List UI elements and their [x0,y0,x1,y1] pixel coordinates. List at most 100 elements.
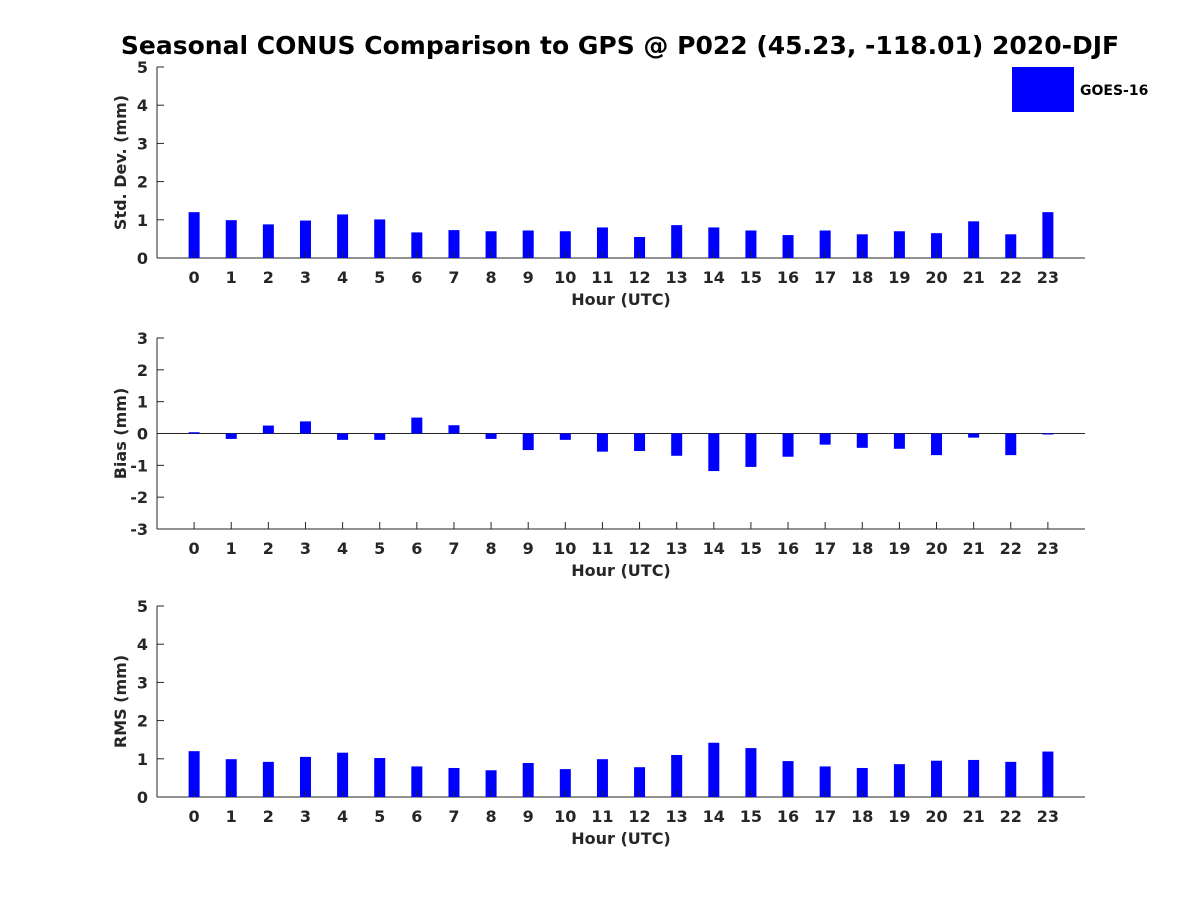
x-tick-label: 7 [448,268,459,287]
bar-hour-15 [745,230,757,258]
bar-hour-16 [782,761,794,797]
x-tick-label: 5 [374,807,385,826]
bar-hour-13 [671,225,683,258]
bar-hour-7 [448,230,460,258]
bar-hour-10 [559,433,571,440]
x-tick-label: 11 [591,539,613,558]
bar-hour-2 [262,224,274,258]
bar-hour-16 [782,433,794,457]
bar-hour-1 [225,433,237,439]
x-axis-label: Hour (UTC) [571,290,671,309]
x-tick-label: 23 [1037,268,1059,287]
bar-hour-17 [819,433,831,445]
x-tick-label: 17 [814,807,836,826]
bar-hour-9 [522,433,534,451]
x-tick-label: 5 [374,268,385,287]
legend-swatch-goes-16 [1012,67,1074,112]
x-tick-label: 20 [925,807,947,826]
x-tick-label: 10 [554,807,576,826]
x-tick-label: 15 [740,539,762,558]
x-tick-label: 10 [554,539,576,558]
x-tick-label: 8 [486,268,497,287]
bar-hour-6 [411,417,423,434]
x-tick-label: 12 [628,268,650,287]
x-tick-label: 13 [666,807,688,826]
bar-hour-4 [337,433,349,440]
bar-hour-7 [448,425,460,434]
bar-hour-14 [708,433,720,472]
x-tick-label: 19 [888,268,910,287]
bar-hour-10 [559,769,571,797]
x-tick-label: 7 [448,539,459,558]
bar-hour-2 [262,425,274,434]
bar-hour-4 [337,752,349,797]
bar-hour-9 [522,763,534,797]
x-tick-label: 22 [1000,539,1022,558]
x-tick-label: 15 [740,268,762,287]
x-tick-label: 14 [703,807,725,826]
x-tick-label: 6 [411,539,422,558]
bar-hour-0 [188,432,200,434]
x-tick-label: 6 [411,268,422,287]
bar-hour-5 [374,433,386,440]
bar-hour-23 [1042,751,1054,797]
bar-hour-1 [225,220,237,258]
x-tick-label: 7 [448,807,459,826]
x-tick-label: 23 [1037,807,1059,826]
bar-hour-0 [188,212,200,258]
legend-label: GOES-16 [1080,83,1148,99]
x-tick-label: 21 [963,807,985,826]
y-axis-label: Bias (mm) [111,388,130,480]
x-tick-label: 4 [337,268,348,287]
y-tick-label: 1 [137,393,148,412]
bar-hour-8 [485,433,497,439]
y-tick-label: 2 [137,361,148,380]
x-tick-label: 14 [703,268,725,287]
y-axis-label: RMS (mm) [111,655,130,748]
y-tick-label: 1 [137,211,148,230]
x-tick-label: 20 [925,539,947,558]
x-tick-label: 15 [740,807,762,826]
y-tick-label: 5 [137,597,148,616]
x-tick-label: 13 [666,539,688,558]
x-tick-label: 11 [591,807,613,826]
x-tick-label: 8 [486,539,497,558]
x-tick-label: 1 [226,539,237,558]
bar-hour-15 [745,748,757,797]
x-tick-label: 18 [851,807,873,826]
bar-hour-3 [299,220,311,258]
x-tick-label: 2 [263,807,274,826]
x-tick-label: 16 [777,268,799,287]
y-tick-label: -1 [130,456,148,475]
bar-hour-19 [893,231,905,258]
bar-hour-7 [448,767,460,797]
bar-hour-11 [596,227,608,258]
bar-hour-14 [708,742,720,797]
bar-hour-19 [893,764,905,797]
x-tick-label: 0 [189,539,200,558]
bar-hour-22 [1005,234,1017,258]
bar-hour-1 [225,759,237,797]
x-tick-label: 23 [1037,539,1059,558]
bar-hour-3 [299,756,311,797]
x-tick-label: 20 [925,268,947,287]
x-tick-label: 3 [300,539,311,558]
x-tick-label: 4 [337,807,348,826]
x-tick-label: 21 [963,539,985,558]
y-tick-label: 5 [137,58,148,77]
x-tick-label: 16 [777,807,799,826]
bar-hour-13 [671,754,683,797]
bar-hour-5 [374,758,386,797]
bar-hour-23 [1042,212,1054,258]
x-tick-label: 19 [888,539,910,558]
bar-hour-12 [634,767,646,797]
y-tick-label: 0 [137,249,148,268]
x-tick-label: 13 [666,268,688,287]
bar-hour-17 [819,766,831,797]
x-tick-label: 4 [337,539,348,558]
bar-hour-22 [1005,761,1017,797]
bar-hour-12 [634,236,646,258]
bar-hour-23 [1042,433,1054,435]
x-tick-label: 18 [851,539,873,558]
